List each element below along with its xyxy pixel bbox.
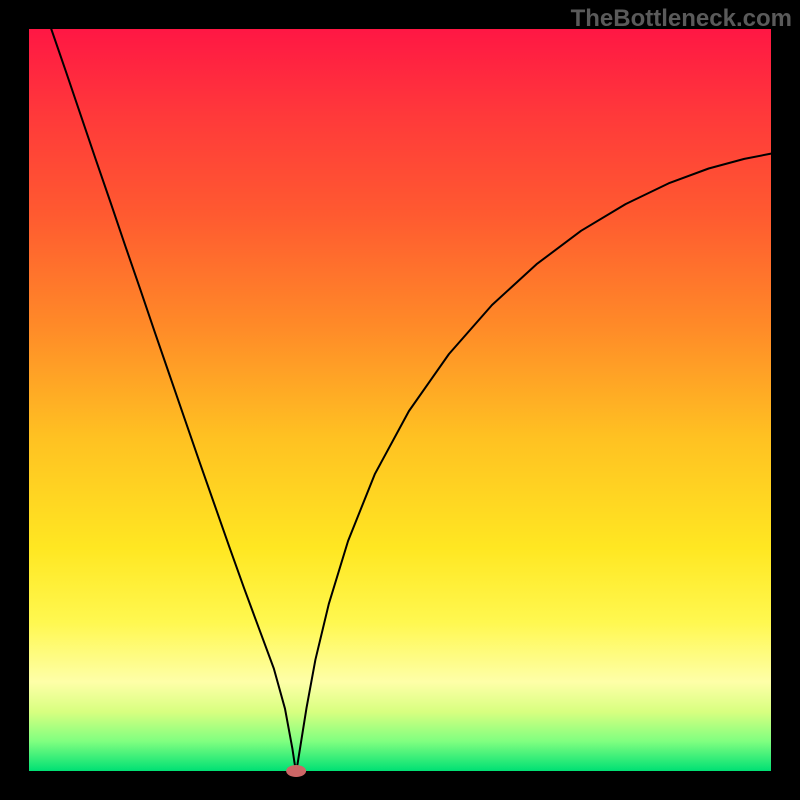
watermark-text: TheBottleneck.com <box>571 5 792 33</box>
optimal-point-marker <box>286 765 306 777</box>
bottleneck-chart <box>0 0 800 800</box>
plot-background <box>29 29 771 771</box>
chart-container: TheBottleneck.com <box>0 0 800 800</box>
